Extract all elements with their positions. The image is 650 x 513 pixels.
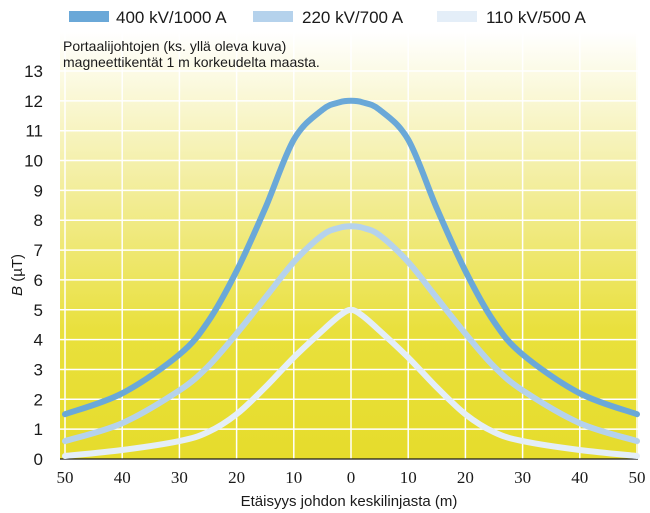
y-tick-label-12: 12 — [24, 92, 43, 111]
x-tick-label-1: 40 — [114, 468, 131, 487]
x-tick-label-3: 20 — [228, 468, 245, 487]
legend-item-110kv: 110 kV/500 A — [437, 8, 587, 27]
y-tick-label-1: 1 — [34, 420, 43, 439]
y-tick-label-11: 11 — [25, 122, 43, 141]
series-lines — [62, 97, 640, 459]
y-tick-label-0: 0 — [34, 450, 43, 469]
chart-note-line-1: Portaalijohtojen (ks. yllä oleva kuva) — [63, 38, 286, 54]
legend-swatch-220kv — [253, 11, 293, 22]
y-tick-label-4: 4 — [34, 331, 43, 350]
x-tick-label-5: 0 — [347, 468, 356, 487]
y-axis-label-symbol: B — [9, 286, 26, 296]
x-tick-label-2: 30 — [171, 468, 188, 487]
series-line-400kv — [62, 97, 640, 418]
chart-note-line-2: magneettikentät 1 m korkeudelta maasta. — [63, 54, 320, 70]
series-line-220kv — [62, 223, 640, 445]
y-tick-label-8: 8 — [34, 211, 43, 230]
y-tick-label-13: 13 — [24, 62, 43, 81]
legend-item-400kv: 400 kV/1000 A — [69, 8, 227, 27]
y-tick-label-9: 9 — [34, 181, 43, 200]
legend-swatch-110kv — [437, 11, 477, 22]
legend-label-220kv: 220 kV/700 A — [302, 8, 404, 27]
y-tick-label-7: 7 — [34, 241, 43, 260]
y-tick-label-2: 2 — [34, 390, 43, 409]
plot-background — [60, 32, 638, 459]
legend-label-110kv: 110 kV/500 A — [486, 8, 587, 27]
legend-item-220kv: 220 kV/700 A — [253, 8, 404, 27]
y-tick-label-3: 3 — [34, 360, 43, 379]
x-axis-label: Etäisyys johdon keskilinjasta (m) — [241, 493, 458, 510]
y-tick-label-5: 5 — [34, 301, 43, 320]
legend-label-400kv: 400 kV/1000 A — [116, 8, 227, 27]
y-tick-label-6: 6 — [34, 271, 43, 290]
x-tick-labels: 50 40 30 20 10 0 10 20 30 40 50 — [57, 468, 646, 487]
y-axis-label-unit: (µT) — [9, 254, 26, 286]
x-tick-label-0: 50 — [57, 468, 74, 487]
y-axis-label: B (µT) — [9, 254, 26, 296]
x-tick-label-10: 50 — [629, 468, 646, 487]
x-tick-label-4: 10 — [285, 468, 302, 487]
x-tick-label-7: 20 — [457, 468, 474, 487]
x-tick-label-6: 10 — [400, 468, 417, 487]
x-tick-label-9: 40 — [571, 468, 588, 487]
y-tick-label-10: 10 — [24, 152, 43, 171]
legend-swatch-400kv — [69, 11, 109, 22]
series-line-110kv — [62, 306, 640, 459]
x-tick-label-8: 30 — [514, 468, 531, 487]
legend: 400 kV/1000 A 220 kV/700 A 110 kV/500 A — [69, 8, 587, 27]
